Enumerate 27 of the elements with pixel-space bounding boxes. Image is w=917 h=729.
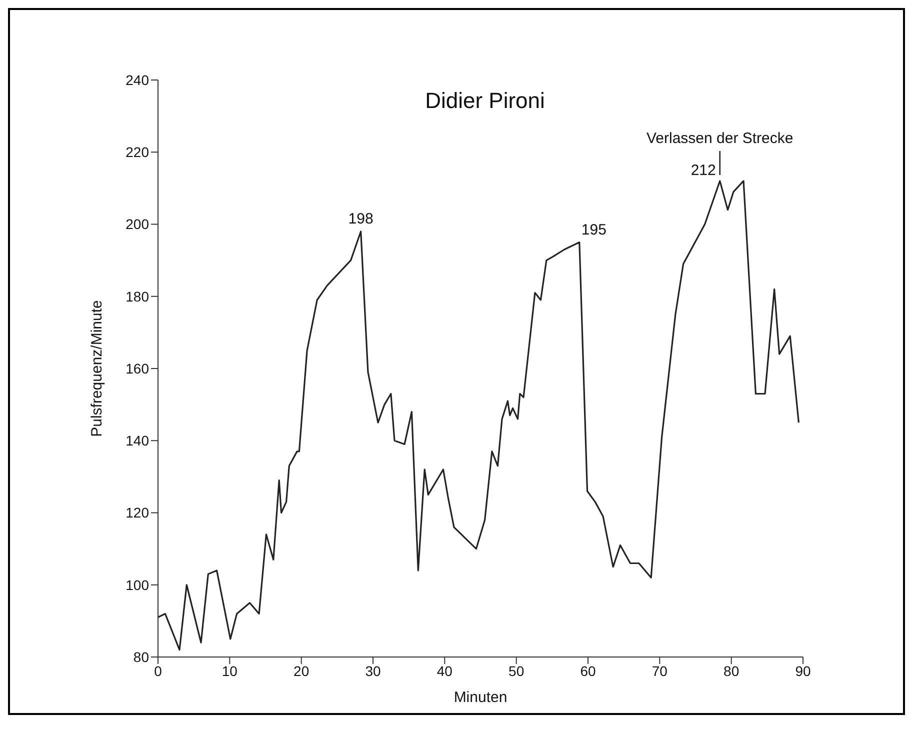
x-axis-title: Minuten [454,689,508,706]
y-tick-label: 160 [126,360,150,376]
x-tick-label: 30 [365,662,381,679]
y-tick-label: 180 [126,288,150,304]
x-tick-label: 40 [436,662,453,679]
y-tick-label: 80 [133,648,150,665]
y-tick-label: 100 [126,576,150,593]
annotation: Verlassen der Strecke [646,130,794,147]
line-series [158,180,800,651]
x-tick-label: 60 [580,662,596,679]
annotation: 195 [581,221,606,238]
y-tick-label: 120 [126,504,150,521]
x-tick-label: 70 [652,662,668,679]
x-tick-label: 0 [154,662,162,679]
x-tick-label: 90 [795,662,811,679]
x-tick-label: 10 [222,662,238,679]
chart-title: Didier Pironi [424,88,546,114]
annotation: 212 [690,162,716,179]
y-tick-label: 200 [126,216,150,232]
x-tick-label: 80 [724,662,740,679]
x-tick-label: 20 [294,662,310,679]
annotation: 198 [348,210,374,228]
x-tick-label: 50 [508,662,524,679]
y-axis-title: Pulsfrequenz/Minute [88,300,106,437]
y-tick-label: 140 [126,432,150,449]
y-tick-label: 240 [126,72,150,88]
y-tick-label: 220 [126,144,150,160]
